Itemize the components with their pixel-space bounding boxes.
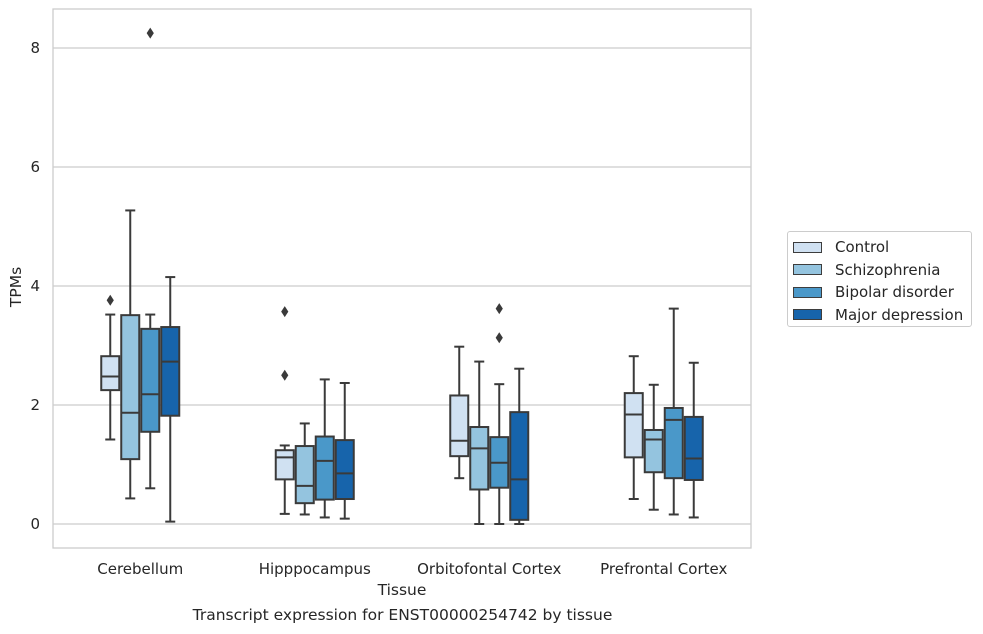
box-control-0 [100,294,121,441]
legend-label: Control [835,238,890,257]
legend-item-schizophrenia: Schizophrenia [788,259,971,282]
outlier-0 [495,332,503,344]
y-tick-labels: 0 2 4 6 8 [30,39,40,533]
x-tick-3: Prefrontal Cortex [600,560,727,578]
x-tick-0: Cerebellum [97,560,183,578]
box-control-1 [274,306,295,515]
x-tick-1: Hipppocampus [259,560,371,578]
box-iqr [100,355,121,392]
box-schizophrenia-0 [120,209,141,500]
box-bipolar-disorder-1 [314,378,335,519]
y-tick-8: 8 [30,39,40,57]
box-schizophrenia-2 [469,360,490,525]
box-iqr [140,327,161,433]
legend-label: Bipolar disorder [835,283,954,302]
box-iqr [449,394,470,458]
box-iqr [160,326,181,417]
legend: Control Schizophrenia Bipolar disorder Majo… [787,231,972,327]
legend-label: Schizophrenia [835,260,941,279]
box-iqr [509,411,530,521]
box-iqr [274,449,295,481]
legend-swatch [793,241,822,253]
legend-label: Major depression [835,305,964,324]
box-control-2 [449,345,470,480]
box-control-3 [623,355,644,501]
box-schizophrenia-3 [643,383,664,511]
legend-swatch [793,309,822,321]
legend-item-bipolar-disorder: Bipolar disorder [788,281,971,304]
box-iqr [314,435,335,501]
box-iqr [469,426,490,491]
box-major-depression-0 [160,276,181,523]
outlier-1 [281,306,289,318]
box-major-depression-1 [334,381,355,520]
legend-item-major-depression: Major depression [788,304,971,327]
box-schizophrenia-1 [294,422,315,516]
chart-caption: Transcript expression for ENST0000025474… [192,606,613,624]
box-bipolar-disorder-2 [489,303,510,525]
box-iqr [683,415,704,481]
plot-frame [52,8,752,549]
box-iqr [623,392,644,459]
x-tick-labels: Cerebellum Hipppocampus Orbitofontal Corte… [97,560,727,578]
outlier-0 [106,294,114,306]
y-tick-2: 2 [30,396,40,414]
box-bipolar-disorder-3 [663,307,684,516]
x-tick-2: Orbitofontal Cortex [417,560,561,578]
box-major-depression-3 [683,361,704,519]
y-tick-6: 6 [30,158,40,176]
legend-swatch [793,264,822,276]
y-tick-0: 0 [30,515,40,533]
legend-swatch [793,286,822,298]
box-bipolar-disorder-0 [140,27,161,490]
box-iqr [663,406,684,480]
box-major-depression-2 [509,367,530,525]
x-axis-label: Tissue [377,581,427,599]
box-iqr [294,445,315,505]
box-iqr [120,314,141,461]
outlier-1 [495,303,503,315]
outlier-0 [281,369,289,381]
y-tick-4: 4 [30,277,40,295]
legend-item-control: Control [788,236,971,259]
box-iqr [334,439,355,501]
box-series [100,27,704,525]
box-iqr [643,428,664,474]
outlier-0 [146,27,154,39]
y-axis-label: TPMs [7,267,25,308]
